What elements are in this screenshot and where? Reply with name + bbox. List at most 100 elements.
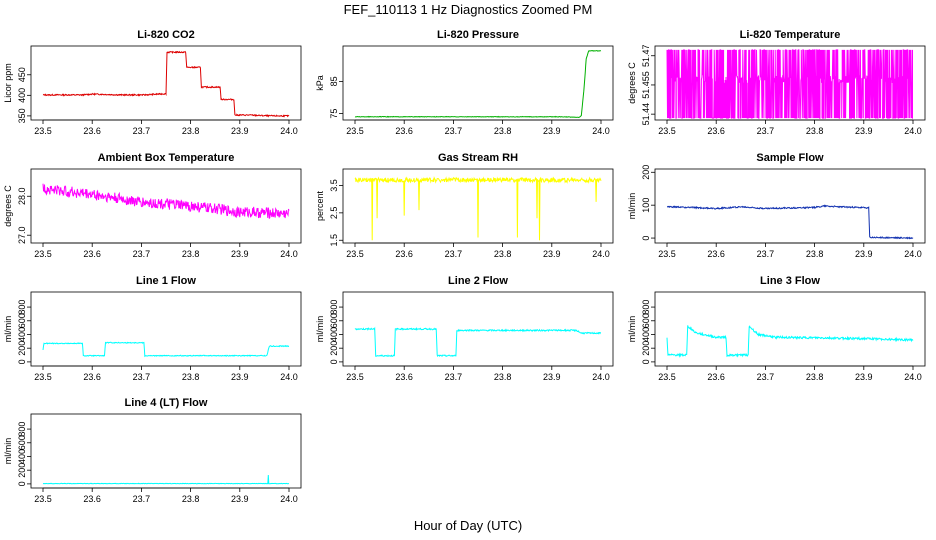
series-line (666, 325, 914, 358)
x-tick-label: 23.5 (346, 249, 364, 259)
y-tick-label: 400 (641, 327, 651, 342)
x-tick-label: 23.5 (346, 372, 364, 382)
x-tick-label: 23.5 (34, 372, 52, 382)
x-tick-label: 24.0 (280, 372, 298, 382)
y-tick-label: 400 (17, 88, 27, 103)
x-axis: 23.5 23.6 23.7 23.8 23.9 24.0 (34, 487, 298, 504)
x-tick-label: 23.9 (231, 372, 249, 382)
panel-co2: Li-820 CO2 23.5 23.6 23.7 23.8 23.9 24.0 350 400… (3, 29, 302, 136)
y-tick-label: 75 (329, 109, 339, 119)
x-tick-label: 23.7 (133, 372, 151, 382)
y-tick-label: 400 (17, 449, 27, 464)
y-tick-label: 27.0 (17, 226, 27, 244)
y-axis-label: ml/min (3, 316, 13, 343)
x-axis: 23.5 23.6 23.7 23.8 23.9 24.0 (34, 119, 298, 136)
x-tick-label: 23.6 (83, 372, 101, 382)
x-tick-label: 23.6 (83, 126, 101, 136)
x-tick-label: 23.8 (494, 372, 512, 382)
x-tick-label: 23.9 (231, 126, 249, 136)
x-tick-label: 23.8 (494, 126, 512, 136)
x-axis: 23.5 23.6 23.7 23.8 23.9 24.0 (346, 119, 610, 136)
y-tick-label: 0 (17, 359, 27, 364)
y-tick-label: 200 (329, 341, 339, 356)
series-line (42, 474, 290, 485)
x-tick-label: 23.9 (231, 249, 249, 259)
y-tick-label: 600 (329, 313, 339, 328)
panel-title: Ambient Box Temperature (98, 152, 235, 164)
y-tick-label: 51.44 (641, 103, 651, 126)
x-tick-label: 23.8 (182, 494, 200, 504)
y-tick-label: 800 (329, 300, 339, 315)
series-line (354, 326, 602, 358)
y-axis: 51.44 51.455 51.47 (641, 44, 655, 125)
x-tick-label: 23.7 (133, 249, 151, 259)
x-tick-label: 23.7 (445, 249, 463, 259)
y-tick-label: 3.5 (329, 179, 339, 192)
series-line (667, 204, 914, 240)
series-line (666, 49, 913, 119)
y-tick-label: 800 (641, 300, 651, 315)
y-axis-label: degrees C (627, 62, 637, 104)
x-tick-label: 23.9 (855, 126, 873, 136)
x-tick-label: 23.8 (182, 249, 200, 259)
x-axis: 23.5 23.6 23.7 23.8 23.9 24.0 (34, 365, 298, 382)
y-tick-label: 200 (17, 463, 27, 478)
x-tick-label: 23.5 (346, 126, 364, 136)
y-tick-label: 350 (17, 108, 27, 123)
x-tick-label: 23.7 (445, 372, 463, 382)
x-axis: 23.5 23.6 23.7 23.8 23.9 24.0 (658, 242, 922, 259)
y-tick-label: 200 (641, 341, 651, 356)
x-tick-label: 23.6 (707, 372, 725, 382)
y-tick-label: 800 (17, 422, 27, 437)
panel-title: Gas Stream RH (438, 152, 518, 164)
y-tick-label: 200 (641, 165, 651, 180)
y-tick-label: 450 (17, 67, 27, 82)
x-tick-label: 23.8 (494, 249, 512, 259)
y-axis: 1.5 2.5 3.5 (329, 179, 343, 247)
x-tick-label: 23.8 (182, 126, 200, 136)
x-tick-label: 23.8 (806, 372, 824, 382)
y-axis-label: Licor ppm (3, 63, 13, 103)
x-tick-label: 23.7 (757, 372, 775, 382)
panel-title: Sample Flow (756, 152, 824, 164)
x-tick-label: 24.0 (904, 249, 922, 259)
y-tick-label: 800 (17, 300, 27, 315)
y-tick-label: 0 (17, 481, 27, 486)
panel-title: Li-820 Pressure (437, 29, 519, 41)
y-axis-label: ml/min (627, 193, 637, 220)
panel-title: Line 1 Flow (136, 275, 196, 287)
y-tick-label: 600 (641, 313, 651, 328)
y-axis-label: ml/min (315, 316, 325, 343)
x-tick-label: 23.9 (543, 126, 561, 136)
x-axis: 23.5 23.6 23.7 23.8 23.9 24.0 (658, 365, 922, 382)
series-line (354, 50, 602, 119)
x-tick-label: 23.5 (34, 249, 52, 259)
series-line (354, 176, 602, 241)
x-tick-label: 23.9 (543, 372, 561, 382)
x-tick-label: 23.9 (855, 249, 873, 259)
x-tick-label: 23.8 (806, 249, 824, 259)
x-axis: 23.5 23.6 23.7 23.8 23.9 24.0 (346, 365, 610, 382)
panel-title: Line 2 Flow (448, 275, 508, 287)
x-tick-label: 23.6 (395, 126, 413, 136)
x-tick-label: 23.6 (395, 372, 413, 382)
panel-line1: Line 1 Flow 23.5 23.6 23.7 23.8 23.9 24.0 0 2004… (3, 275, 302, 382)
y-tick-label: 2.5 (329, 207, 339, 220)
x-tick-label: 23.6 (707, 249, 725, 259)
y-tick-label: 600 (17, 313, 27, 328)
x-tick-label: 24.0 (280, 494, 298, 504)
x-axis-title: Hour of Day (UTC) (413, 518, 523, 533)
x-tick-label: 23.5 (34, 494, 52, 504)
y-axis-label: degrees C (3, 185, 13, 227)
y-axis-label: kPa (315, 75, 325, 91)
x-axis: 23.5 23.6 23.7 23.8 23.9 24.0 (658, 119, 922, 136)
panel-title: Line 4 (LT) Flow (125, 397, 208, 409)
x-tick-label: 24.0 (904, 372, 922, 382)
main-title: FEF_110113 1 Hz Diagnostics Zoomed PM (343, 2, 593, 17)
x-tick-label: 23.5 (658, 126, 676, 136)
